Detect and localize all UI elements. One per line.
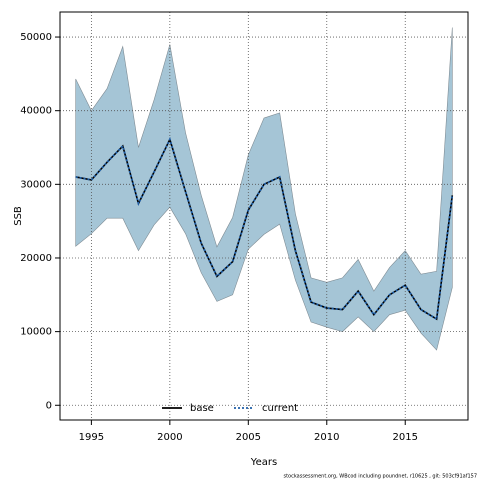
y-axis-label: SSB <box>13 206 24 226</box>
series-line <box>75 136 454 321</box>
y-tick-label: 20000 <box>20 253 52 264</box>
y-tick-label: 10000 <box>20 327 52 338</box>
plot-frame <box>59 11 469 421</box>
x-tick-label: 2015 <box>393 432 418 443</box>
legend-label: base <box>190 403 214 414</box>
x-tick-label: 1995 <box>79 432 104 443</box>
y-tick-label: 30000 <box>20 179 52 190</box>
confidence-band <box>75 27 453 351</box>
x-tick-label: 2010 <box>314 432 339 443</box>
y-tick-label: 40000 <box>20 106 52 117</box>
y-tick-label: 50000 <box>20 32 52 43</box>
y-tick-label: 0 <box>46 400 52 411</box>
x-tick-label: 2000 <box>157 432 182 443</box>
x-axis-label: Years <box>250 457 277 468</box>
legend-label: current <box>262 403 298 414</box>
footnote: stockassessment.org, WBcod including pou… <box>283 474 477 480</box>
x-tick-label: 2005 <box>236 432 261 443</box>
